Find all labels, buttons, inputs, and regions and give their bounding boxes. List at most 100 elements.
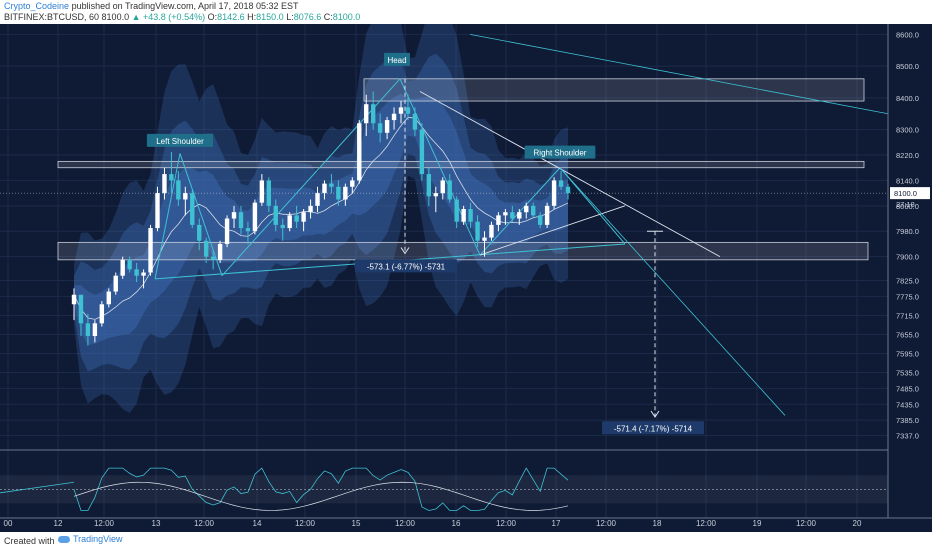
arrow-down-icon	[400, 247, 410, 255]
head-measure-label: -573.1 (-6.77%) -5731	[367, 262, 446, 271]
price-tick-label: 7385.0	[896, 416, 919, 425]
lower-trendline	[479, 205, 626, 256]
candle-body	[461, 209, 466, 222]
x-tick-label: 12	[54, 519, 63, 528]
chart-header: Crypto_Codeine published on TradingView.…	[0, 0, 932, 24]
candle-body	[357, 123, 362, 181]
candle-body	[489, 224, 494, 238]
last-price: 8100.0	[101, 12, 130, 22]
x-tick-label: 00	[4, 519, 13, 528]
low-label: L:	[286, 12, 294, 22]
candle-body	[391, 113, 397, 121]
candle-body	[468, 209, 473, 222]
candle-body	[384, 120, 390, 133]
x-tick-label: 12:00	[94, 519, 115, 528]
candles	[71, 91, 571, 346]
candle-body	[210, 256, 216, 260]
candle-body	[447, 180, 452, 200]
candle-body	[343, 186, 348, 200]
ohlc-line: BITFINEX:BTCUSD, 60 8100.0 ▲ +43.8 (+0.5…	[4, 12, 360, 22]
created-with-text: Created with	[4, 536, 55, 546]
candle-body	[169, 174, 174, 181]
candle-body	[113, 275, 118, 292]
candle-body	[524, 205, 529, 213]
candle-body	[433, 193, 439, 197]
up-arrow-icon: ▲	[131, 12, 141, 22]
x-tick-label: 12:00	[796, 519, 817, 528]
candle-body	[558, 180, 564, 187]
price-chart[interactable]: Left Shoulder Head Right Shoulder -573.1 (-…	[0, 24, 932, 532]
candle-body	[99, 304, 105, 324]
oscillator-lead	[0, 481, 75, 494]
x-tick-label: 14	[253, 519, 262, 528]
head-resistance-zone	[363, 78, 865, 102]
footer: Created with TradingView	[0, 532, 932, 550]
head-line	[399, 78, 481, 256]
candle-body	[120, 259, 125, 276]
oscillator-d-line	[73, 481, 569, 511]
candle-body	[280, 224, 285, 229]
price-tick-label: 8600.0	[896, 30, 919, 39]
right-shoulder-line	[479, 167, 561, 256]
author-link[interactable]: Crypto_Codeine	[4, 1, 70, 11]
candle-body	[294, 215, 299, 222]
candle-body	[127, 259, 132, 270]
current-price-value: 8100.0	[894, 189, 917, 198]
candle-body	[426, 174, 432, 197]
candle-body	[266, 180, 272, 206]
right-shoulder-line	[559, 167, 626, 245]
x-tick-label: 20	[853, 519, 862, 528]
candle-body	[238, 212, 244, 229]
arrow-down-icon	[650, 410, 660, 418]
candle-body	[190, 193, 195, 225]
price-tick-label: 7715.0	[896, 311, 919, 320]
candle-body	[78, 294, 84, 324]
left-shoulder-label-bg	[146, 133, 214, 147]
x-tick-label: 16	[452, 519, 461, 528]
candle-body	[197, 224, 202, 241]
tradingview-brand[interactable]: TradingView	[58, 534, 123, 544]
cloud-icon	[58, 535, 70, 543]
price-tick-label: 7655.0	[896, 330, 919, 339]
high-value: 8150.0	[256, 12, 284, 22]
candle-body	[496, 215, 501, 225]
candle-body	[419, 129, 425, 175]
candle-body	[308, 205, 313, 213]
brand-label: TradingView	[73, 534, 123, 544]
candle-body	[231, 212, 237, 219]
candle-body	[503, 212, 508, 216]
head-line	[221, 78, 401, 277]
inner-band	[74, 93, 568, 345]
candle-body	[377, 123, 383, 133]
middle-band	[74, 53, 568, 372]
x-tick-label: 13	[152, 519, 161, 528]
price-tick-label: 7980.0	[896, 227, 919, 236]
left-shoulder-line	[154, 153, 181, 279]
close-label: C:	[323, 12, 333, 22]
price-tick-label: 7775.0	[896, 292, 919, 301]
price-tick-label: 7435.0	[896, 400, 919, 409]
price-tick-label: 7900.0	[896, 253, 919, 262]
price-tick-label: 7337.0	[896, 431, 919, 440]
candle-body	[551, 180, 557, 206]
candle-body	[412, 113, 418, 130]
pattern-lines	[0, 33, 889, 418]
price-tick-label: 7485.0	[896, 384, 919, 393]
candle-body	[370, 104, 376, 124]
x-tick-label: 12:00	[395, 519, 416, 528]
shoulder-resistance-zone	[57, 160, 865, 169]
candle-body	[71, 294, 77, 305]
candle-body	[183, 193, 188, 200]
price-tick-label: 7825.0	[896, 276, 919, 285]
x-tick-label: 12:00	[496, 519, 517, 528]
price-tick-label: 8300.0	[896, 126, 919, 135]
low-value: 8076.6	[293, 12, 322, 22]
publish-line: Crypto_Codeine published on TradingView.…	[4, 1, 299, 11]
price-change: +43.8 (+0.54%)	[143, 12, 206, 22]
price-tick-label: 8220.0	[896, 151, 919, 160]
candle-body	[252, 202, 258, 232]
current-price-tag	[890, 187, 930, 200]
candle-body	[245, 228, 251, 232]
open-label: O:	[207, 12, 218, 22]
resistance-support-zones	[57, 78, 869, 261]
